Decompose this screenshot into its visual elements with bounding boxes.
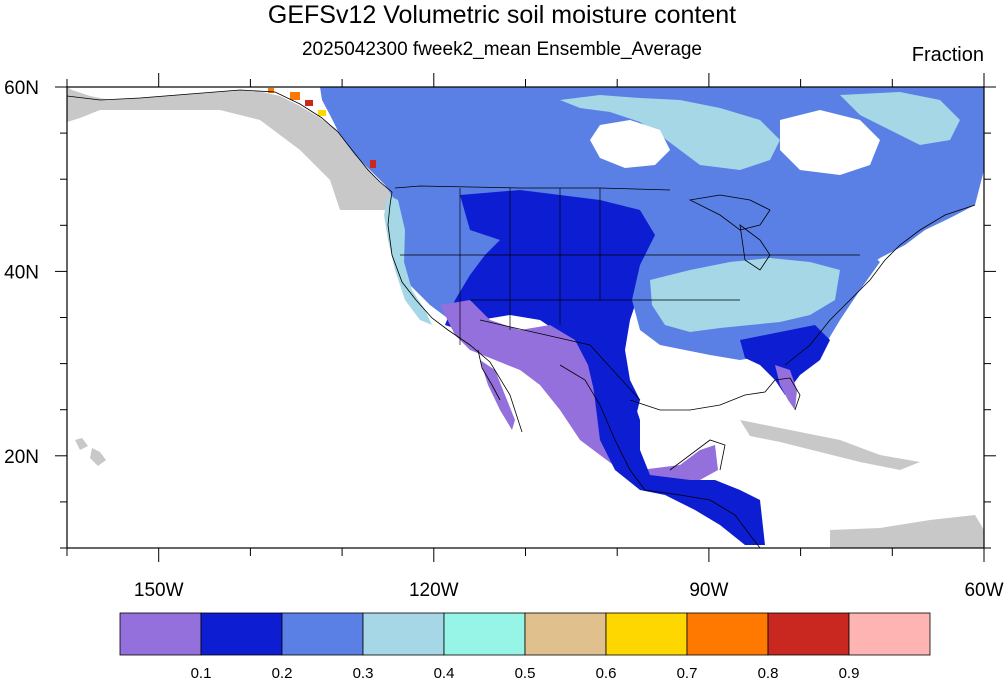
axis-labels: 60N 40N 20N 150W 120W 90W 60W — [4, 78, 1003, 601]
colorbar-swatch — [362, 612, 445, 656]
region-southwest — [440, 300, 718, 488]
lat-label: 40N — [4, 262, 39, 283]
alaska-peaks — [268, 88, 376, 168]
map-subtitle: 2025042300 fweek2_mean Ensemble_Average — [301, 39, 702, 60]
colorbar-swatch — [443, 612, 526, 656]
lon-label: 90W — [689, 580, 728, 601]
colorbar-label: 0.5 — [515, 665, 536, 681]
lon-label: 150W — [134, 580, 184, 601]
lon-label: 120W — [409, 580, 459, 601]
colorbar-swatch — [119, 612, 202, 656]
colorbar-label: 0.9 — [839, 665, 860, 681]
region-florida — [775, 365, 797, 410]
colorbar-swatch — [848, 612, 931, 656]
colorbar-swatch — [524, 612, 607, 656]
units-label: Fraction — [911, 44, 984, 66]
colorbar-label: 0.6 — [596, 665, 617, 681]
colorbar-swatch — [200, 612, 283, 656]
soil-moisture-us — [384, 190, 880, 545]
colorbar-swatch — [605, 612, 688, 656]
lon-label: 60W — [964, 580, 1003, 601]
colorbar-label: 0.1 — [191, 665, 212, 681]
lat-label: 20N — [4, 447, 39, 468]
colorbar: 0.1 0.2 0.3 0.4 0.5 0.6 0.7 0.8 0.9 — [119, 612, 931, 681]
region-southeast — [740, 325, 830, 395]
region-labrador-sea-ice — [780, 110, 880, 175]
region-gulf-mexico-coast — [590, 360, 765, 545]
region-hudson-bay — [590, 120, 670, 168]
colorbar-label: 0.2 — [272, 665, 293, 681]
colorbar-label: 0.7 — [677, 665, 698, 681]
colorbar-label: 0.4 — [434, 665, 455, 681]
colorbar-swatch — [686, 612, 769, 656]
region-ungava — [840, 92, 960, 145]
coastlines — [67, 89, 976, 548]
region-ohio-valley — [650, 258, 840, 332]
colorbar-swatch — [281, 612, 364, 656]
lat-label: 60N — [4, 78, 39, 99]
map-canvas — [67, 87, 984, 548]
map-title: GEFSv12 Volumetric soil moisture content — [267, 1, 737, 29]
region-west-coast — [384, 195, 432, 325]
borders — [394, 185, 860, 401]
colorbar-label: 0.8 — [758, 665, 779, 681]
colorbar-label: 0.3 — [353, 665, 374, 681]
colorbar-swatch — [767, 612, 850, 656]
axis-ticks — [55, 73, 996, 562]
region-hudson — [560, 95, 780, 170]
